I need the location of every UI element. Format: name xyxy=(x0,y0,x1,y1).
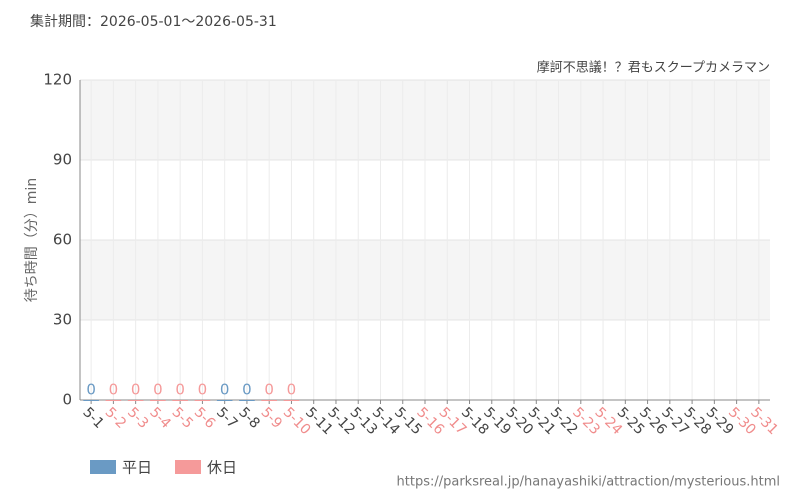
bar xyxy=(105,400,122,401)
data-label: 0 xyxy=(131,381,141,399)
data-label: 0 xyxy=(198,381,208,399)
y-tick-label: 0 xyxy=(62,391,72,409)
bar xyxy=(261,400,277,401)
y-tick-label: 60 xyxy=(53,231,72,249)
legend-label: 平日 xyxy=(122,459,152,477)
bar xyxy=(283,400,300,401)
chart-title: 集計期間：2026-05-01～2026-05-31 xyxy=(30,13,277,30)
x-tick-label: 5-5 xyxy=(169,404,196,431)
y-axis-title: 待ち時間（分）min xyxy=(24,178,40,302)
legend-swatch xyxy=(175,460,201,474)
bar xyxy=(150,400,166,401)
x-tick-label: 5-9 xyxy=(258,404,285,431)
x-tick-label: 5-1 xyxy=(79,404,106,431)
x-tick-label: 5-2 xyxy=(102,404,129,431)
data-label: 0 xyxy=(153,381,163,399)
legend-swatch xyxy=(90,460,116,474)
x-tick-label: 5-7 xyxy=(213,404,240,431)
y-tick-label: 30 xyxy=(53,311,72,329)
bar xyxy=(216,400,233,401)
data-label: 0 xyxy=(86,381,96,399)
bar xyxy=(194,400,211,401)
data-label: 0 xyxy=(109,381,119,399)
bar xyxy=(172,400,188,401)
x-tick-label: 5-3 xyxy=(124,404,151,431)
data-label: 0 xyxy=(220,381,230,399)
bar xyxy=(127,400,144,401)
y-tick-label: 120 xyxy=(43,71,72,89)
y-tick-label: 90 xyxy=(53,151,72,169)
data-label: 0 xyxy=(287,381,297,399)
chart-subtitle: 摩訶不思議！？君もスクープカメラマン xyxy=(537,60,770,76)
data-label: 0 xyxy=(242,381,252,399)
legend-label: 休日 xyxy=(207,459,237,477)
bar xyxy=(83,400,99,401)
x-tick-label: 5-4 xyxy=(146,404,174,432)
x-tick-label: 5-8 xyxy=(235,404,262,431)
x-tick-label: 5-6 xyxy=(191,404,219,432)
data-label: 0 xyxy=(175,381,185,399)
source-url: https://parksreal.jp/hanayashiki/attract… xyxy=(397,475,780,490)
bar xyxy=(239,400,255,401)
data-label: 0 xyxy=(264,381,274,399)
